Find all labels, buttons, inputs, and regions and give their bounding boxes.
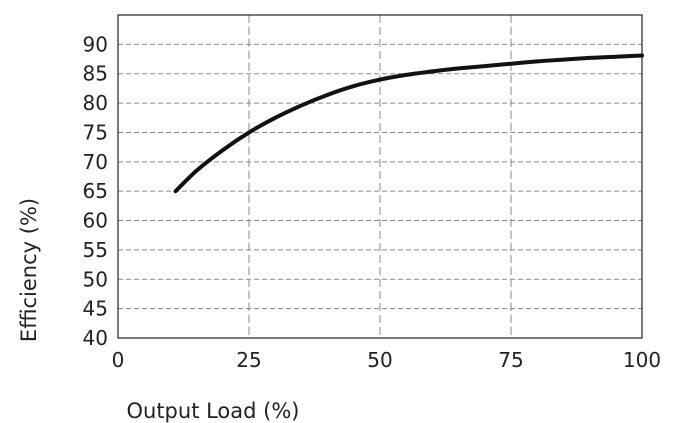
y-tick-label: 85: [83, 62, 108, 86]
y-tick-label: 50: [83, 267, 108, 291]
series-layer: [173, 53, 644, 194]
y-tick-label: 55: [83, 238, 108, 262]
plot-frame: [117, 14, 643, 339]
y-tick-label: 90: [83, 32, 108, 56]
x-tick-label: 75: [498, 348, 523, 372]
y-tick-label: 45: [83, 297, 108, 321]
x-tick-label: 0: [112, 348, 125, 372]
y-tick-label: 80: [83, 91, 108, 115]
y-tick-label: 65: [83, 179, 108, 203]
y-tick-label: 75: [83, 120, 108, 144]
tick-labels: 40 45 50 55 60 65 70 75 80 85 90 0 25 50 75 100: [83, 32, 662, 372]
grid-lines: [118, 15, 642, 338]
y-tick-label: 60: [83, 209, 108, 233]
y-axis-title: Efficiency (%): [17, 198, 41, 342]
x-tick-label: 100: [623, 348, 661, 372]
y-tick-label: 70: [83, 150, 108, 174]
x-tick-label: 50: [367, 348, 392, 372]
x-axis-title: Output Load (%): [126, 399, 299, 423]
x-tick-label: 25: [236, 348, 261, 372]
efficiency-series-line: [173, 53, 644, 194]
y-tick-label: 40: [83, 326, 108, 350]
